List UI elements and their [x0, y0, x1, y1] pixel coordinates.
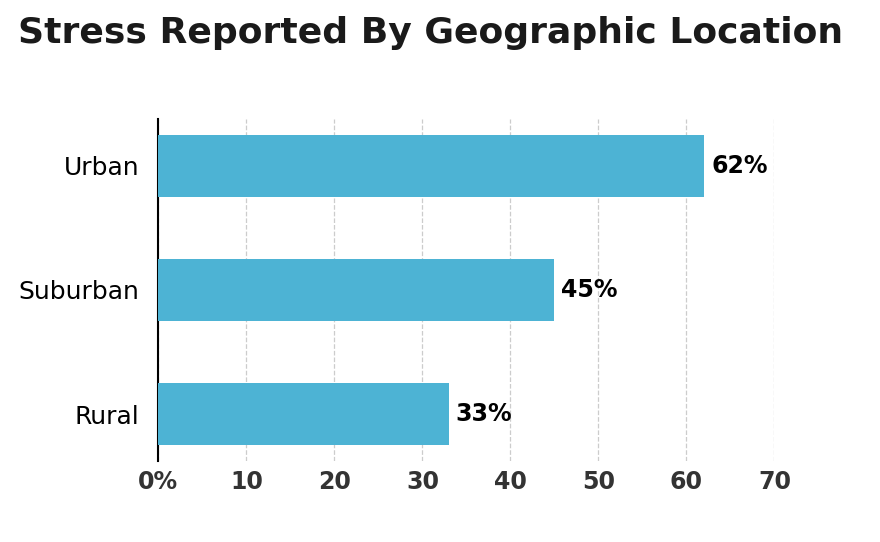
- Text: 62%: 62%: [711, 154, 767, 178]
- Bar: [158, 383, 449, 445]
- Text: 45%: 45%: [561, 278, 618, 302]
- Text: Stress Reported By Geographic Location: Stress Reported By Geographic Location: [18, 16, 843, 50]
- Bar: [158, 259, 554, 321]
- Text: 33%: 33%: [456, 402, 512, 426]
- Bar: [158, 135, 704, 197]
